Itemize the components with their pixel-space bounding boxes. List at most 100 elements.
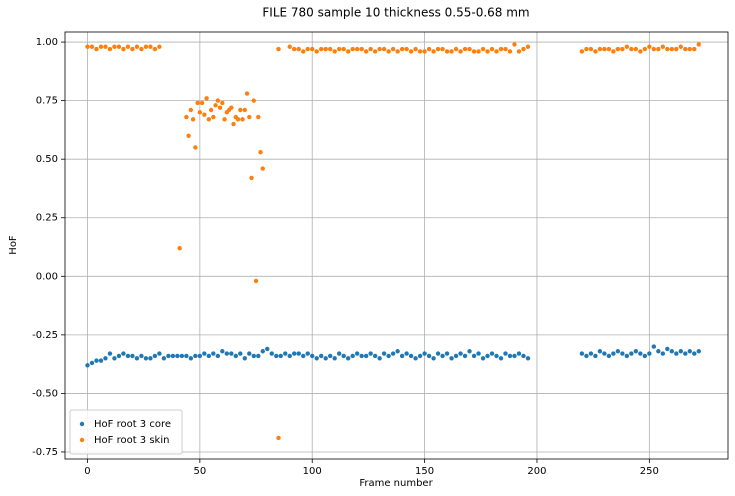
point: [368, 46, 373, 52]
legend-box: [69, 409, 183, 455]
point: [444, 49, 450, 54]
point: [602, 351, 607, 356]
point: [103, 356, 108, 361]
point: [584, 353, 589, 359]
point: [204, 96, 209, 101]
point: [395, 349, 400, 354]
point: [683, 46, 688, 52]
point: [197, 110, 203, 115]
point: [199, 100, 205, 106]
point: [687, 349, 692, 354]
point: [265, 346, 270, 352]
point: [588, 351, 594, 356]
point: [139, 46, 144, 52]
y-axis-label: HoF: [8, 235, 19, 255]
point: [440, 46, 445, 52]
point: [256, 353, 261, 359]
point: [107, 351, 113, 356]
point: [202, 351, 207, 356]
point: [638, 49, 643, 54]
point: [629, 46, 634, 52]
x-tick-label: 100: [303, 466, 322, 477]
point: [319, 46, 324, 52]
point: [512, 42, 517, 47]
point: [683, 351, 688, 356]
point: [372, 49, 378, 54]
point: [647, 44, 652, 49]
point: [179, 353, 185, 359]
point: [89, 360, 95, 366]
x-tick-label: 0: [84, 466, 90, 477]
point: [435, 46, 441, 52]
point: [94, 46, 99, 52]
y-tick-label: 1.00: [36, 37, 58, 48]
point: [296, 351, 301, 356]
point: [220, 100, 225, 106]
y-tick-label: 0.25: [36, 213, 58, 224]
point: [206, 117, 212, 122]
point: [125, 353, 131, 359]
point: [395, 49, 400, 54]
point: [134, 44, 140, 49]
point: [368, 351, 373, 356]
point: [269, 351, 274, 356]
point: [206, 353, 212, 359]
point: [283, 351, 288, 356]
point: [458, 49, 463, 54]
point: [363, 353, 369, 359]
point: [417, 353, 423, 359]
point: [184, 353, 189, 359]
y-tick-label: -0.25: [32, 330, 58, 341]
point: [341, 46, 346, 52]
point: [444, 351, 450, 356]
point: [422, 49, 427, 54]
point: [238, 107, 243, 113]
point: [494, 353, 499, 359]
point: [98, 44, 104, 49]
point: [134, 356, 140, 361]
point: [503, 46, 508, 52]
point: [231, 121, 236, 127]
point: [629, 351, 634, 356]
point: [332, 356, 337, 361]
point: [139, 353, 144, 359]
y-tick-label: 0.50: [36, 154, 58, 165]
point: [602, 46, 607, 52]
point: [193, 353, 198, 359]
point: [381, 46, 387, 52]
point: [390, 46, 396, 52]
point: [314, 356, 319, 361]
point: [328, 46, 333, 52]
point: [440, 353, 445, 359]
point: [498, 356, 504, 361]
point: [152, 46, 158, 52]
point: [143, 356, 149, 361]
point: [345, 49, 351, 54]
point: [310, 46, 315, 52]
point: [521, 353, 526, 359]
legend-marker: [79, 421, 85, 427]
point: [462, 353, 468, 359]
point: [238, 351, 243, 356]
point: [615, 46, 621, 52]
point: [372, 353, 378, 359]
point: [386, 353, 391, 359]
point: [94, 358, 99, 363]
point: [350, 353, 355, 359]
point: [498, 46, 504, 52]
chart-title: FILE 780 sample 10 thickness 0.55-0.68 m…: [262, 6, 529, 20]
point: [157, 351, 162, 356]
point: [274, 353, 279, 359]
point: [301, 353, 306, 359]
point: [624, 353, 630, 359]
point: [624, 44, 630, 49]
point: [516, 351, 522, 356]
point: [292, 46, 297, 52]
point: [597, 46, 603, 52]
point: [211, 114, 216, 120]
point: [256, 114, 261, 120]
point: [276, 46, 281, 52]
point: [251, 98, 256, 103]
point: [458, 351, 463, 356]
point: [426, 46, 432, 52]
